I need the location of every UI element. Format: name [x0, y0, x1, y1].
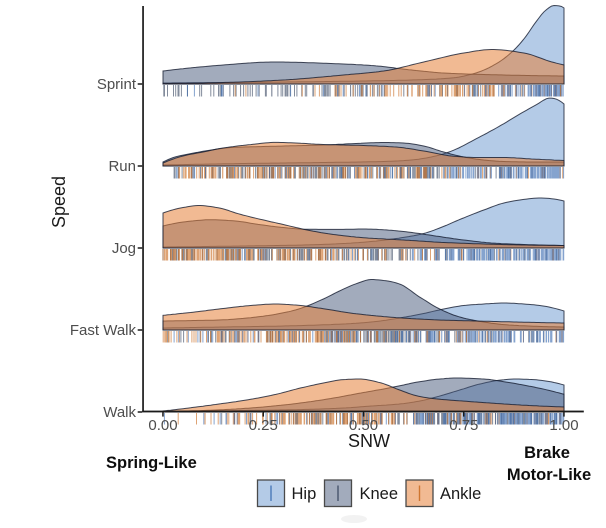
- svg-text:Walk: Walk: [103, 404, 136, 421]
- svg-text:Spring-Like: Spring-Like: [106, 454, 197, 472]
- svg-text:Ankle: Ankle: [440, 485, 481, 503]
- svg-text:Run: Run: [108, 158, 136, 175]
- svg-text:0.00: 0.00: [148, 417, 177, 434]
- svg-text:Jog: Jog: [112, 240, 136, 257]
- svg-text:Fast Walk: Fast Walk: [70, 322, 137, 339]
- svg-text:SNW: SNW: [348, 431, 390, 451]
- svg-text:0.75: 0.75: [449, 417, 478, 434]
- svg-text:Speed: Speed: [49, 176, 69, 228]
- svg-text:0.50: 0.50: [349, 417, 378, 434]
- svg-text:Motor-Like: Motor-Like: [507, 466, 591, 484]
- svg-text:1.00: 1.00: [549, 417, 578, 434]
- svg-text:Brake: Brake: [524, 444, 570, 462]
- svg-text:0.25: 0.25: [249, 417, 278, 434]
- svg-text:Hip: Hip: [292, 485, 317, 503]
- svg-text:Sprint: Sprint: [97, 76, 137, 93]
- svg-text:Knee: Knee: [360, 485, 399, 503]
